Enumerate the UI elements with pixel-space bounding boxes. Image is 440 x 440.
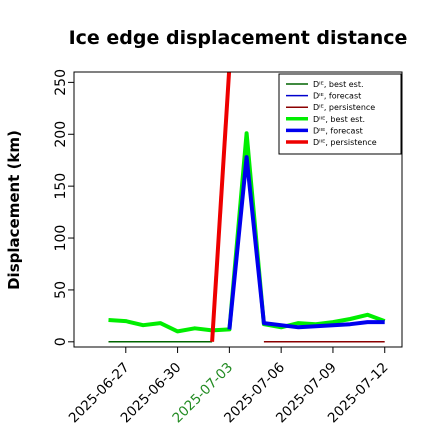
plot-area: [108, 72, 386, 343]
y-tick-label: 100: [53, 225, 69, 252]
legend-label: Dᴵᴱ, persistence: [313, 103, 375, 112]
legend-label: Dᴵᴵᴱ, persistence: [313, 138, 377, 147]
legend-label: Dᴵᴱ, best est.: [313, 80, 364, 89]
legend-label: Dᴵᴵᴱ, forecast: [313, 126, 363, 135]
y-axis-label: Displacement (km): [5, 130, 23, 290]
y-tick-label: 50: [53, 281, 69, 299]
series-line-5: [210, 72, 232, 342]
y-tick-label: 200: [53, 121, 69, 148]
series-line-4: [227, 155, 385, 330]
y-tick-label: 150: [53, 173, 69, 200]
legend-label: Dᴵᴱ, forecast: [313, 92, 361, 101]
y-tick-label: 250: [53, 69, 69, 96]
y-tick-label: 0: [53, 337, 69, 346]
chart-title: Ice edge displacement distance: [69, 27, 408, 49]
series-line-3: [108, 131, 386, 334]
legend-label: Dᴵᴵᴱ, best est.: [313, 115, 365, 124]
plot-frame: [73, 71, 403, 348]
legend: Dᴵᴱ, best est. Dᴵᴱ, forecast Dᴵᴱ, persiste…: [278, 73, 402, 155]
